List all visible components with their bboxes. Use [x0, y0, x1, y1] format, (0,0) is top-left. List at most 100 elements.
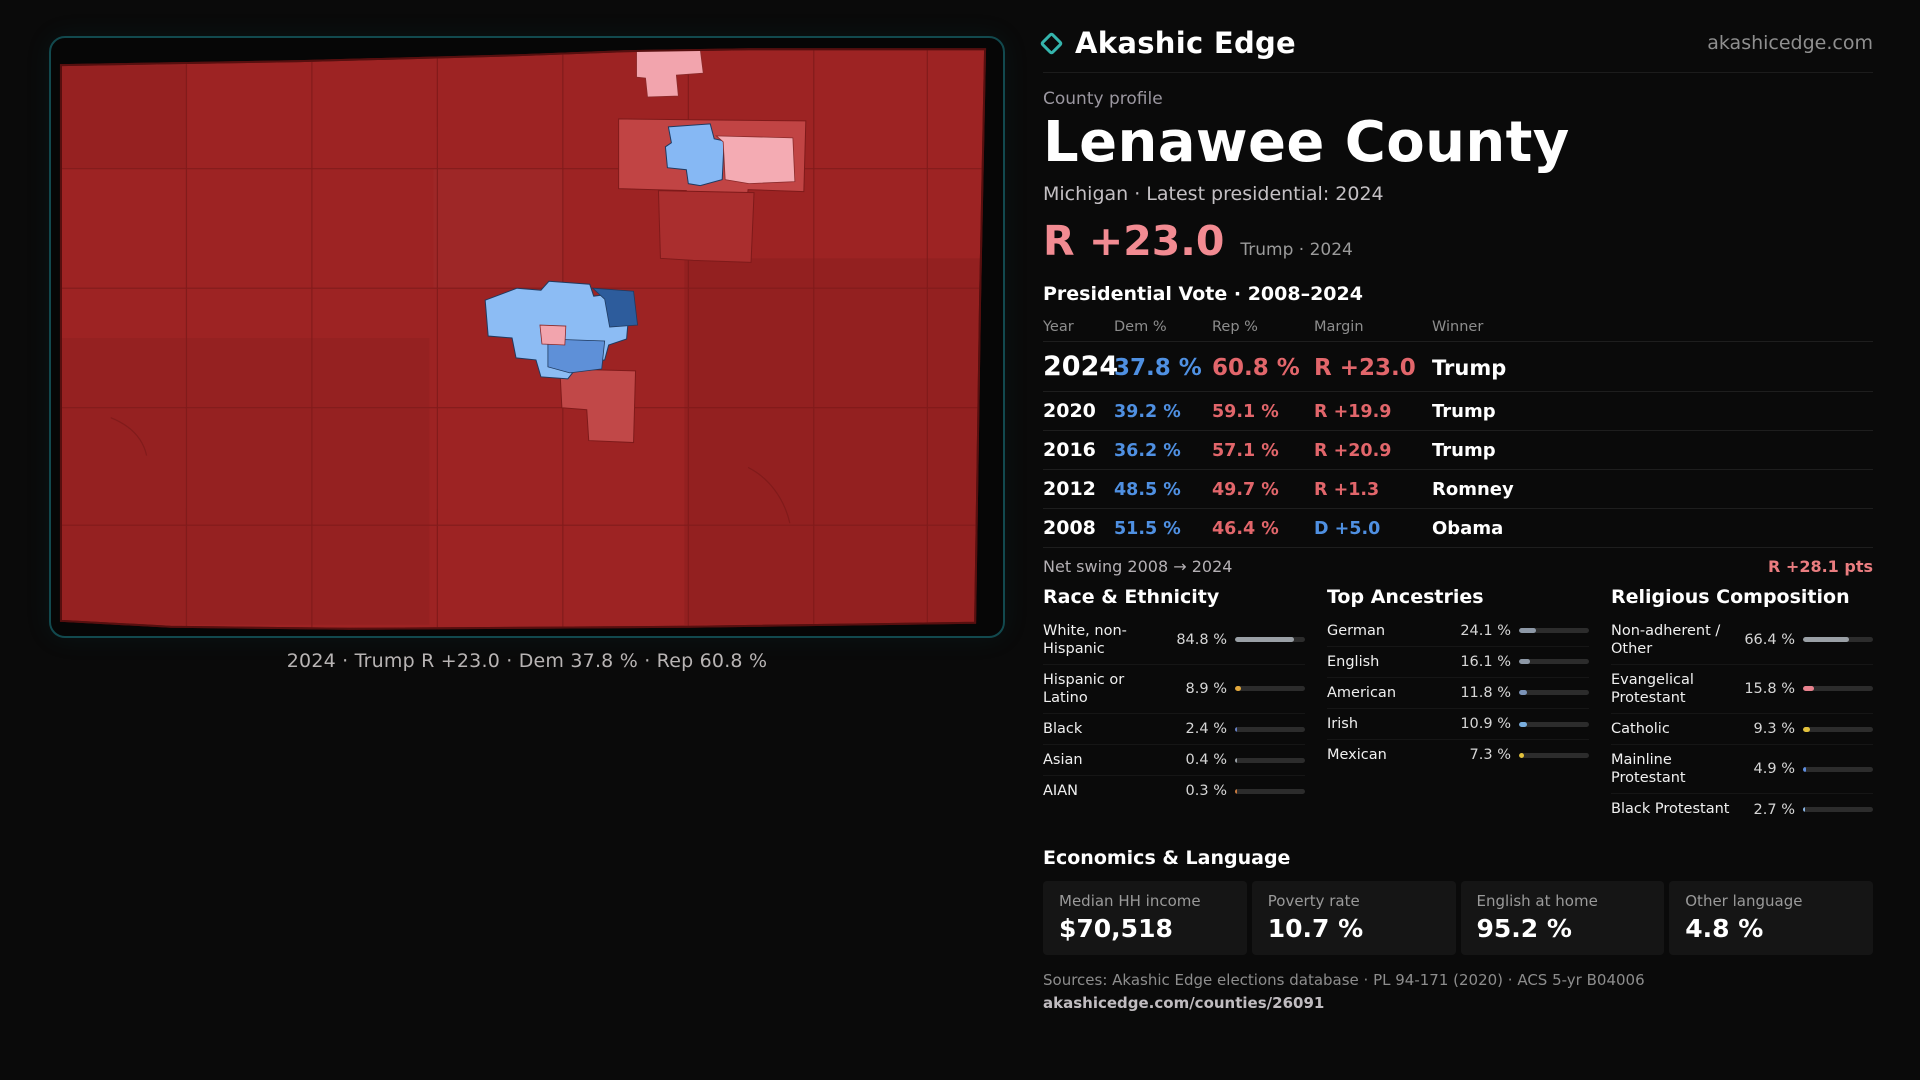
vote-dem: 37.8 %: [1114, 354, 1202, 381]
demo-value: 16.1 %: [1460, 653, 1511, 670]
county-precinct-map-svg: [59, 48, 987, 630]
vote-row-2020: 2020 39.2 % 59.1 % R +19.9 Trump: [1043, 392, 1873, 431]
vote-winner: Romney: [1432, 478, 1514, 500]
stat-label: English at home: [1476, 891, 1598, 910]
stat-card: Median HH income $70,518: [1043, 880, 1247, 955]
stat-bar-track: [1519, 659, 1589, 665]
section-heading: Top Ancestries: [1327, 585, 1484, 608]
sources-text: Sources: Akashic Edge elections database…: [1043, 970, 1645, 989]
demo-value: 66.4 %: [1744, 631, 1795, 648]
stat-bar-track: [1803, 726, 1873, 732]
col-winner: Winner: [1432, 318, 1484, 335]
vote-row-2012: 2012 48.5 % 49.7 % R +1.3 Romney: [1043, 470, 1873, 509]
demo-value: 2.7 %: [1753, 801, 1795, 818]
vote-row-2008: 2008 51.5 % 46.4 % D +5.0 Obama: [1043, 509, 1873, 548]
demo-label: Black Protestant: [1611, 801, 1730, 818]
stat-value: $70,518: [1059, 913, 1173, 943]
demo-label: Evangelical Protestant: [1611, 671, 1694, 706]
stat-bar-fill: [1519, 721, 1527, 727]
section-heading: Religious Composition: [1611, 585, 1850, 608]
county-outline: [59, 48, 987, 630]
township-grid: [60, 49, 986, 629]
vote-winner: Trump: [1432, 439, 1496, 461]
demo-label: Irish: [1327, 715, 1359, 732]
vote-year: 2012: [1043, 477, 1096, 500]
page-title: Lenawee County: [1043, 110, 1570, 175]
demo-value: 10.9 %: [1460, 716, 1511, 733]
stat-bar-fill: [1235, 637, 1295, 643]
demo-value: 4.9 %: [1753, 761, 1795, 778]
vote-winner: Trump: [1432, 400, 1496, 422]
stat-bar-fill: [1519, 752, 1525, 758]
vote-winner: Trump: [1432, 355, 1507, 380]
net-swing-row: Net swing 2008 → 2024 R +28.1 pts: [1043, 548, 1873, 576]
vote-year: 2024: [1043, 350, 1119, 382]
col-margin: Margin: [1314, 318, 1364, 335]
demo-row: Hispanic or Latino 8.9 %: [1043, 665, 1305, 715]
eyebrow-label: County profile: [1043, 89, 1163, 109]
vote-table-header: Year Dem % Rep % Margin Winner: [1043, 319, 1873, 342]
demo-label: Hispanic or Latino: [1043, 671, 1125, 706]
county-profile-panel: Akashic Edge akashicedge.com County prof…: [1039, 26, 1873, 1012]
stat-bar-fill: [1235, 726, 1238, 732]
demo-row: Mainline Protestant 4.9 %: [1611, 745, 1873, 795]
vote-row-2024: 2024 37.8 % 60.8 % R +23.0 Trump: [1043, 342, 1873, 392]
stat-label: Median HH income: [1059, 891, 1201, 910]
stat-bar-fill: [1519, 628, 1536, 634]
stat-bar-fill: [1803, 637, 1850, 643]
stat-bar-track: [1519, 690, 1589, 696]
stat-bar-track: [1235, 726, 1305, 732]
site-link[interactable]: akashicedge.com: [1707, 32, 1873, 54]
section-heading: Race & Ethnicity: [1043, 585, 1220, 608]
demo-value: 15.8 %: [1744, 680, 1795, 697]
stat-bar-track: [1803, 686, 1873, 692]
stat-bar-track: [1803, 766, 1873, 772]
stat-bar-track: [1519, 721, 1589, 727]
brand-diamond-icon: [1039, 30, 1064, 56]
county-subtitle: Michigan · Latest presidential: 2024: [1043, 183, 1384, 206]
demo-value: 9.3 %: [1753, 721, 1795, 738]
ancestries-section: Top Ancestries German 24.1 % English 16.…: [1327, 586, 1589, 825]
demo-row: Mexican 7.3 %: [1327, 740, 1589, 770]
net-swing-label: Net swing 2008 → 2024: [1043, 556, 1233, 576]
stat-bar-fill: [1803, 726, 1810, 732]
demo-label: AIAN: [1043, 783, 1078, 800]
demo-label: Mexican: [1327, 747, 1387, 764]
county-map-panel: [49, 36, 1005, 638]
demo-value: 7.3 %: [1469, 747, 1511, 764]
demo-row: Black 2.4 %: [1043, 714, 1305, 746]
precinct-pink-top: [636, 49, 704, 98]
demo-row: Black Protestant 2.7 %: [1611, 794, 1873, 824]
vote-rep: 57.1 %: [1212, 440, 1279, 461]
vote-rep: 59.1 %: [1212, 401, 1279, 422]
demo-value: 0.4 %: [1185, 752, 1227, 769]
stat-bar-fill: [1235, 788, 1238, 794]
vote-margin: R +23.0: [1314, 354, 1416, 381]
precinct-mid-blue-central: [547, 338, 606, 374]
demo-value: 11.8 %: [1460, 684, 1511, 701]
stat-bar-fill: [1235, 686, 1242, 692]
vote-winner: Obama: [1432, 517, 1504, 539]
stat-value: 4.8 %: [1685, 913, 1764, 943]
vote-rep: 49.7 %: [1212, 479, 1279, 500]
economics-heading: Economics & Language: [1043, 846, 1291, 869]
vote-year: 2020: [1043, 399, 1096, 422]
stat-bar-track: [1519, 628, 1589, 634]
demo-row: German 24.1 %: [1327, 616, 1589, 647]
demo-label: American: [1327, 684, 1397, 701]
stat-label: Poverty rate: [1267, 891, 1360, 910]
vote-year: 2008: [1043, 516, 1096, 539]
precinct-dark-blue-central: [591, 287, 638, 328]
demo-value: 0.3 %: [1185, 783, 1227, 800]
vote-margin: D +5.0: [1314, 518, 1381, 539]
demo-label: English: [1327, 653, 1380, 670]
net-swing-value: R +28.1 pts: [1768, 556, 1873, 576]
stat-card: English at home 95.2 %: [1460, 880, 1665, 955]
vote-rep: 46.4 %: [1212, 518, 1279, 539]
demographics-section: Race & Ethnicity White, non-Hispanic 84.…: [1043, 586, 1873, 825]
permalink-link[interactable]: akashicedge.com/counties/26091: [1043, 993, 1325, 1012]
precinct-blue-upper: [664, 123, 725, 187]
header: Akashic Edge akashicedge.com: [1039, 26, 1873, 73]
precinct-light-red-central: [559, 368, 637, 444]
vote-year: 2016: [1043, 438, 1096, 461]
